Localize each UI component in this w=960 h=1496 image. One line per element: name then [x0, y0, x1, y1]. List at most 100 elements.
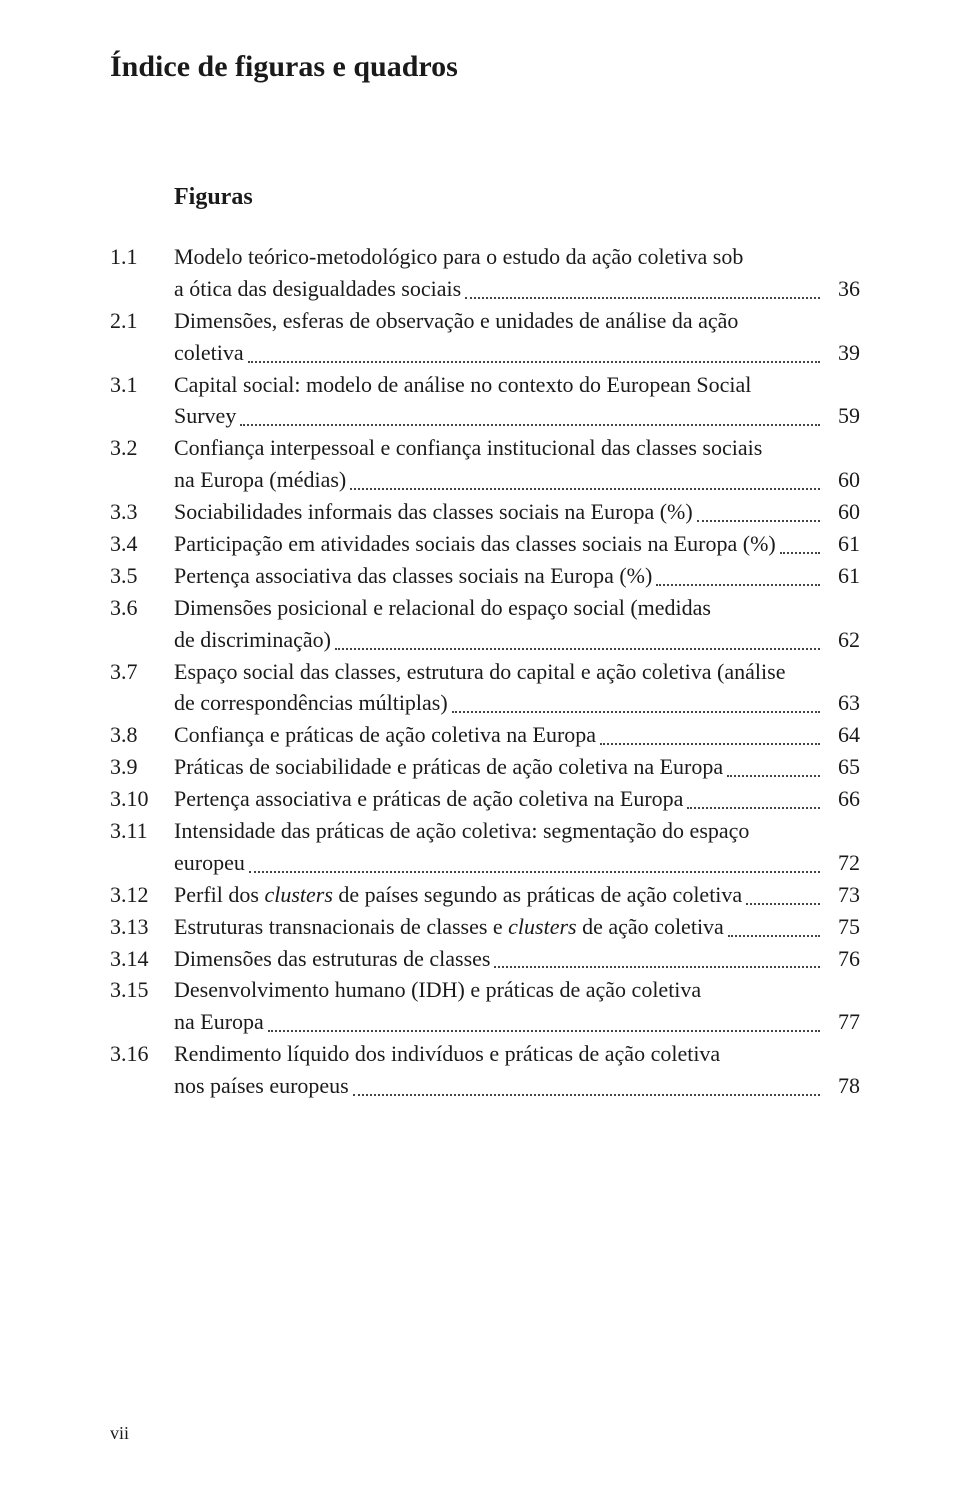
- toc-entry: 3.4Participação em atividades sociais da…: [110, 528, 860, 560]
- dot-leader: [687, 807, 820, 809]
- dot-leader: [746, 903, 820, 905]
- entry-text: Dimensões posicional e relacional do esp…: [174, 592, 711, 624]
- entry-text: Desenvolvimento humano (IDH) e práticas …: [174, 974, 701, 1006]
- entry-text: Espaço social das classes, estrutura do …: [174, 656, 785, 688]
- page-number-footer: vii: [110, 1423, 129, 1444]
- entry-text: de correspondências múltiplas): [174, 687, 448, 719]
- entry-text: na Europa (médias): [174, 464, 346, 496]
- entry-number: 3.8: [110, 719, 174, 751]
- toc-entry: 3.15Desenvolvimento humano (IDH) e práti…: [110, 974, 860, 1006]
- dot-leader: [353, 1094, 820, 1096]
- toc-entry: 2.1coletiva39: [110, 337, 860, 369]
- entry-number: 3.15: [110, 974, 174, 1006]
- entry-number: 3.3: [110, 496, 174, 528]
- toc-entry: 3.10Pertença associativa e práticas de a…: [110, 783, 860, 815]
- entry-page: 63: [824, 687, 860, 719]
- toc-entry: 3.1Survey59: [110, 400, 860, 432]
- entry-number: 2.1: [110, 305, 174, 337]
- toc-entry: 3.3Sociabilidades informais das classes …: [110, 496, 860, 528]
- entry-page: 60: [824, 464, 860, 496]
- toc-entry: 3.13Estruturas transnacionais de classes…: [110, 911, 860, 943]
- toc-entry: 3.9Práticas de sociabilidade e práticas …: [110, 751, 860, 783]
- toc-entry: 2.1Dimensões, esferas de observação e un…: [110, 305, 860, 337]
- toc-entry: 1.1a ótica das desigualdades sociais36: [110, 273, 860, 305]
- entry-page: 59: [824, 400, 860, 432]
- entry-number: 3.11: [110, 815, 174, 847]
- figures-list: 1.1Modelo teórico-metodológico para o es…: [110, 241, 860, 1102]
- toc-entry: 3.12Perfil dos clusters de países segund…: [110, 879, 860, 911]
- dot-leader: [465, 297, 820, 299]
- dot-leader: [656, 584, 820, 586]
- entry-number: 3.14: [110, 943, 174, 975]
- dot-leader: [494, 966, 820, 968]
- entry-text: Estruturas transnacionais de classes e c…: [174, 911, 724, 943]
- toc-entry: 3.8Confiança e práticas de ação coletiva…: [110, 719, 860, 751]
- toc-entry: 3.5Pertença associativa das classes soci…: [110, 560, 860, 592]
- entry-text: Sociabilidades informais das classes soc…: [174, 496, 693, 528]
- entry-text: Rendimento líquido dos indivíduos e prát…: [174, 1038, 720, 1070]
- entry-text: Práticas de sociabilidade e práticas de …: [174, 751, 723, 783]
- entry-number: 3.16: [110, 1038, 174, 1070]
- toc-entry: 3.6Dimensões posicional e relacional do …: [110, 592, 860, 624]
- entry-page: 76: [824, 943, 860, 975]
- entry-page: 61: [824, 528, 860, 560]
- entry-text: Dimensões das estruturas de classes: [174, 943, 490, 975]
- toc-entry: 3.16nos países europeus78: [110, 1070, 860, 1102]
- entry-page: 61: [824, 560, 860, 592]
- toc-entry: 3.16Rendimento líquido dos indivíduos e …: [110, 1038, 860, 1070]
- entry-text: Modelo teórico-metodológico para o estud…: [174, 241, 743, 273]
- dot-leader: [727, 775, 820, 777]
- entry-text: Survey: [174, 400, 236, 432]
- dot-leader: [335, 648, 820, 650]
- section-subtitle: Figuras: [174, 184, 860, 211]
- dot-leader: [240, 424, 820, 426]
- entry-page: 36: [824, 273, 860, 305]
- toc-entry: 3.11europeu72: [110, 847, 860, 879]
- entry-page: 65: [824, 751, 860, 783]
- entry-text: Participação em atividades sociais das c…: [174, 528, 776, 560]
- entry-text: Pertença associativa e práticas de ação …: [174, 783, 683, 815]
- entry-text: europeu: [174, 847, 245, 879]
- dot-leader: [728, 935, 820, 937]
- toc-entry: 3.2na Europa (médias)60: [110, 464, 860, 496]
- entry-number: 3.12: [110, 879, 174, 911]
- entry-text: a ótica das desigualdades sociais: [174, 273, 461, 305]
- toc-entry: 3.1Capital social: modelo de análise no …: [110, 369, 860, 401]
- toc-entry: 3.15na Europa77: [110, 1006, 860, 1038]
- entry-text: nos países europeus: [174, 1070, 349, 1102]
- entry-number: 3.5: [110, 560, 174, 592]
- entry-number: 3.7: [110, 656, 174, 688]
- toc-entry: 3.7de correspondências múltiplas)63: [110, 687, 860, 719]
- toc-entry: 3.14Dimensões das estruturas de classes 7…: [110, 943, 860, 975]
- entry-number: 3.1: [110, 369, 174, 401]
- entry-page: 73: [824, 879, 860, 911]
- dot-leader: [780, 552, 820, 554]
- entry-text: Pertença associativa das classes sociais…: [174, 560, 652, 592]
- entry-page: 64: [824, 719, 860, 751]
- dot-leader: [249, 871, 820, 873]
- entry-text: de discriminação): [174, 624, 331, 656]
- entry-number: 3.6: [110, 592, 174, 624]
- entry-number: 3.9: [110, 751, 174, 783]
- entry-text: coletiva: [174, 337, 244, 369]
- entry-page: 75: [824, 911, 860, 943]
- toc-entry: 3.6de discriminação)62: [110, 624, 860, 656]
- entry-page: 62: [824, 624, 860, 656]
- entry-text: Confiança interpessoal e confiança insti…: [174, 432, 762, 464]
- entry-page: 77: [824, 1006, 860, 1038]
- entry-text: na Europa: [174, 1006, 264, 1038]
- entry-page: 39: [824, 337, 860, 369]
- entry-text: Capital social: modelo de análise no con…: [174, 369, 751, 401]
- dot-leader: [600, 743, 820, 745]
- toc-entry: 3.11Intensidade das práticas de ação col…: [110, 815, 860, 847]
- dot-leader: [248, 361, 820, 363]
- entry-text: Perfil dos clusters de países segundo as…: [174, 879, 742, 911]
- entry-number: 3.2: [110, 432, 174, 464]
- entry-page: 72: [824, 847, 860, 879]
- entry-number: 1.1: [110, 241, 174, 273]
- page: Índice de figuras e quadros Figuras 1.1M…: [0, 0, 960, 1496]
- entry-number: 3.13: [110, 911, 174, 943]
- entry-page: 78: [824, 1070, 860, 1102]
- toc-entry: 1.1Modelo teórico-metodológico para o es…: [110, 241, 860, 273]
- entry-text: Dimensões, esferas de observação e unida…: [174, 305, 738, 337]
